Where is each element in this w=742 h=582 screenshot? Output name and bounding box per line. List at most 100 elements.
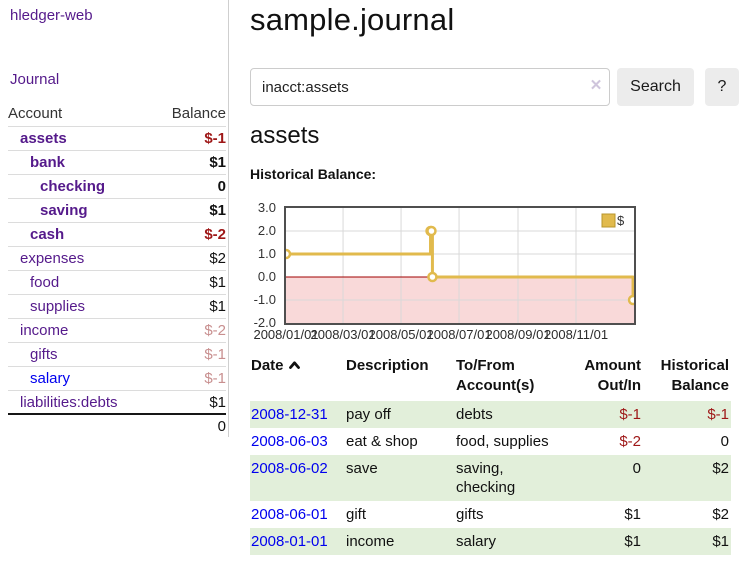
transaction-date-link[interactable]: 2008-01-01 xyxy=(251,533,328,550)
x-tick-label: 2008/03/01 xyxy=(310,327,376,342)
account-balance: $1 xyxy=(209,393,226,411)
amount-column-header: Amount Out/In xyxy=(584,357,641,394)
account-balance: $1 xyxy=(209,154,226,171)
account-link[interactable]: expenses xyxy=(20,250,85,267)
transaction-accounts: food, supplies xyxy=(456,433,549,450)
chart-title: Historical Balance: xyxy=(250,166,377,182)
transaction-balance: $2 xyxy=(712,506,729,523)
account-link[interactable]: gifts xyxy=(30,346,58,363)
account-column-header: Account xyxy=(8,104,63,122)
account-link[interactable]: cash xyxy=(30,226,65,243)
transaction-amount: $-2 xyxy=(619,433,641,450)
sidebar-account-bank[interactable]: bank $1 xyxy=(8,151,226,175)
register-row[interactable]: 2008-06-02 save saving, checking 0 $2 xyxy=(250,455,731,501)
sidebar-account-food[interactable]: food $1 xyxy=(8,271,226,295)
transaction-amount: $-1 xyxy=(567,401,643,428)
account-link[interactable]: liabilities:debts xyxy=(20,393,118,411)
sort-ascending-icon xyxy=(288,361,300,369)
balance-column-header: Balance xyxy=(171,104,226,122)
clear-search-icon[interactable]: ✕ xyxy=(589,77,603,94)
total-balance: 0 xyxy=(217,418,226,435)
account-balance-table: Account Balance assets $-1 bank $1 check… xyxy=(8,100,226,438)
x-tick-label: 2008/11/01 xyxy=(543,327,609,342)
data-point-marker xyxy=(426,225,437,237)
accounts-column-header: To/From Account(s) xyxy=(456,357,535,394)
y-tick-label: 2.0 xyxy=(257,223,276,238)
chart-y-axis-labels: 3.0 2.0 1.0 0.0 -1.0 -2.0 xyxy=(236,200,280,330)
transaction-accounts: salary xyxy=(455,528,567,555)
y-tick-label: -1.0 xyxy=(253,292,276,307)
legend-label: $ xyxy=(617,213,625,228)
transaction-description: income xyxy=(345,528,455,555)
account-balance: $-1 xyxy=(204,346,226,363)
sidebar-total-row: 0 xyxy=(8,415,226,438)
y-tick-label: 3.0 xyxy=(257,200,276,215)
transaction-register-table: Date Description To/From Account(s) Amou… xyxy=(250,356,731,555)
transaction-accounts: gifts xyxy=(456,506,484,523)
transaction-accounts: debts xyxy=(455,401,567,428)
account-balance: $1 xyxy=(209,202,226,219)
data-point-marker xyxy=(427,271,438,283)
transaction-description: eat & shop xyxy=(346,433,418,450)
sidebar: hledger-web Journal Account Balance asse… xyxy=(0,0,229,437)
account-balance: $-2 xyxy=(204,322,226,339)
transaction-balance: $1 xyxy=(643,528,731,555)
help-button[interactable]: ? xyxy=(705,68,739,106)
sidebar-item-journal[interactable]: Journal xyxy=(10,71,60,88)
register-row[interactable]: 2008-01-01 income salary $1 $1 xyxy=(250,528,731,555)
sidebar-account-income[interactable]: income $-2 xyxy=(8,319,226,343)
account-link[interactable]: bank xyxy=(30,154,66,171)
sidebar-account-gifts[interactable]: gifts $-1 xyxy=(8,343,226,367)
sidebar-account-cash[interactable]: cash $-2 xyxy=(8,223,226,247)
app-brand-link[interactable]: hledger-web xyxy=(10,7,93,24)
legend-swatch xyxy=(601,213,616,228)
search-button[interactable]: Search xyxy=(617,68,694,106)
register-row[interactable]: 2008-06-03 eat & shop food, supplies $-2… xyxy=(250,428,731,455)
account-heading: assets xyxy=(250,122,320,149)
date-column-header[interactable]: Date xyxy=(250,356,345,401)
sidebar-account-saving[interactable]: saving $1 xyxy=(8,199,226,223)
transaction-date-link[interactable]: 2008-06-01 xyxy=(251,506,328,523)
transaction-date-link[interactable]: 2008-12-31 xyxy=(251,406,328,423)
transaction-amount: $1 xyxy=(567,528,643,555)
account-balance: $-1 xyxy=(204,370,226,387)
register-row[interactable]: 2008-06-01 gift gifts $1 $2 xyxy=(250,501,731,528)
transaction-description: gift xyxy=(346,506,367,523)
account-link[interactable]: supplies xyxy=(30,298,86,315)
sidebar-account-expenses[interactable]: expenses $2 xyxy=(8,247,226,271)
account-link[interactable]: saving xyxy=(40,202,88,219)
sidebar-account-salary[interactable]: salary $-1 xyxy=(8,367,226,391)
transaction-date-link[interactable]: 2008-06-03 xyxy=(251,433,328,450)
balance-chart[interactable]: $ xyxy=(280,206,639,325)
data-point-marker xyxy=(627,294,639,306)
sidebar-account-supplies[interactable]: supplies $1 xyxy=(8,295,226,319)
register-row[interactable]: 2008-12-31 pay off debts $-1 $-1 xyxy=(250,401,731,428)
account-link[interactable]: salary xyxy=(30,370,71,387)
transaction-balance: 0 xyxy=(720,433,729,450)
data-point-marker xyxy=(280,248,292,260)
account-balance: $2 xyxy=(209,250,226,267)
sidebar-account-checking[interactable]: checking 0 xyxy=(8,175,226,199)
transaction-date-link[interactable]: 2008-06-02 xyxy=(251,460,328,477)
account-link[interactable]: income xyxy=(20,322,69,339)
chart-plot-area: $ xyxy=(280,208,639,323)
transaction-balance: $2 xyxy=(643,455,731,501)
sidebar-account-assets[interactable]: assets $-1 xyxy=(8,127,226,151)
transaction-amount: 0 xyxy=(567,455,643,501)
x-tick-label: 2008/05/01 xyxy=(368,327,434,342)
sidebar-account-liabilities-debts[interactable]: liabilities:debts $1 xyxy=(8,391,226,415)
search-input[interactable] xyxy=(250,68,610,106)
description-column-header: Description xyxy=(346,357,429,374)
account-link[interactable]: assets xyxy=(20,130,67,147)
transaction-balance: $-1 xyxy=(643,401,731,428)
account-link[interactable]: food xyxy=(30,274,60,291)
x-tick-label: 2008/01/01 xyxy=(253,327,319,342)
account-link[interactable]: checking xyxy=(40,178,106,195)
x-tick-label: 2008/07/01 xyxy=(426,327,492,342)
transaction-description: save xyxy=(345,455,455,501)
account-balance: $1 xyxy=(209,274,226,291)
account-balance: 0 xyxy=(217,178,226,195)
chart-x-axis-labels: 2008/01/01 2008/03/01 2008/05/01 2008/07/01… xyxy=(253,327,638,343)
account-balance: $-2 xyxy=(204,226,226,243)
